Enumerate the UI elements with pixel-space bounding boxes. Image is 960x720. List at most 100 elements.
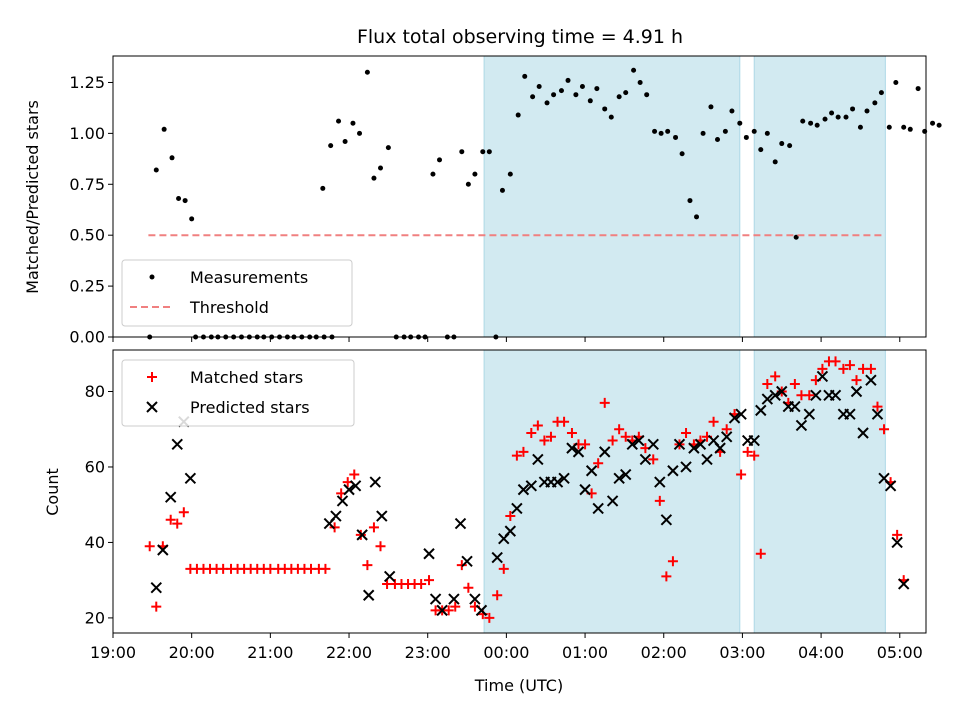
top-legend-box	[121, 259, 353, 327]
bottom-predicted-stars-point	[423, 548, 435, 560]
bottom-matched-stars-point	[708, 416, 719, 427]
top-measurements-point	[161, 126, 167, 132]
top-measurements-point	[665, 128, 671, 134]
bottom-predicted-stars-point	[647, 438, 659, 451]
top-measurements-point	[637, 79, 643, 85]
bottom-matched-stars-point	[172, 518, 183, 529]
top-measurements-point	[169, 155, 175, 161]
top-measurements-point	[779, 141, 785, 147]
bottom-predicted-stars-point	[789, 400, 801, 413]
bottom-matched-stars-point	[532, 420, 543, 431]
bottom-matched-stars-point	[518, 446, 529, 457]
bottom-matched-stars-point	[607, 435, 618, 446]
bottom-matched-stars-point	[736, 469, 747, 480]
bottom-predicted-stars-point	[755, 404, 767, 417]
bottom-predicted-stars-point	[585, 465, 598, 477]
bottom-matched-stars-point	[865, 363, 876, 374]
top-measurements-point	[594, 86, 600, 92]
bottom-predicted-stars-point	[694, 438, 707, 451]
bottom-predicted-stars-point	[599, 446, 611, 458]
bottom-predicted-stars-point	[891, 536, 903, 549]
bottom-predicted-stars-point	[850, 385, 863, 398]
bottom-panel: 20 40 60 80 19:00 20:00 21:00 22:00 23:00 00:00 01…	[85, 349, 927, 662]
x-tick-label: 20:00	[169, 643, 215, 662]
top-measurements-point	[328, 143, 334, 149]
bottom-predicted-stars-point	[844, 408, 856, 420]
top-measurements-point	[336, 118, 342, 124]
bottom-matched-stars-point	[620, 431, 631, 442]
bottom-predicted-stars-point	[336, 495, 349, 507]
bottom-matched-stars-point	[851, 375, 862, 386]
top-measurements-point	[189, 216, 195, 222]
top-measurements-point	[893, 79, 899, 85]
bottom-predicted-stars-point	[633, 434, 645, 447]
bottom-predicted-stars-point	[673, 438, 686, 451]
bottom-matched-stars-point	[614, 424, 625, 435]
top-measurements-point	[320, 185, 326, 191]
bottom-y-tick-label: 20	[85, 608, 105, 627]
bottom-y-axis-label: Count	[43, 468, 62, 516]
bottom-y-tick-label: 80	[85, 382, 105, 401]
bottom-matched-stars-point	[178, 507, 189, 518]
bottom-matched-stars-point	[362, 560, 373, 571]
bottom-predicted-stars-point	[769, 389, 781, 401]
bottom-predicted-stars-point	[592, 502, 604, 515]
top-measurements-point	[687, 198, 693, 204]
top-panel: 0.00 0.25 0.50 0.75 1.00 1.25 Measurements Thre…	[69, 55, 942, 347]
top-measurements-point	[182, 198, 188, 204]
top-measurements-point	[530, 94, 536, 100]
bottom-predicted-stars-point	[829, 389, 842, 401]
bottom-matched-stars-point	[566, 428, 577, 439]
top-measurements-point	[472, 171, 478, 177]
top-measurements-point	[378, 165, 384, 171]
top-measurements-point	[872, 100, 878, 106]
bottom-predicted-stars-point	[429, 593, 442, 605]
top-measurements-point	[658, 130, 664, 136]
bottom-predicted-stars-point	[369, 476, 381, 488]
top-measurements-point	[764, 130, 770, 136]
bottom-matched-stars-point	[450, 601, 461, 612]
bottom-matched-stars-point	[721, 424, 732, 435]
top-measurements-point	[385, 145, 391, 151]
bottom-predicted-stars-point	[735, 408, 747, 420]
bottom-predicted-stars-point	[720, 431, 733, 443]
top-measurements-point	[544, 100, 550, 106]
chart-title: Flux total observing time = 4.91 h	[357, 26, 683, 48]
bottom-legend: Matched stars Predicted stars	[121, 359, 355, 427]
top-measurements-point	[758, 147, 764, 153]
x-tick-label: 02:00	[641, 643, 687, 662]
top-measurements-point	[623, 90, 629, 96]
bottom-matched-stars-point	[498, 563, 509, 574]
bottom-predicted-stars-point	[761, 393, 774, 405]
bottom-y-tick-label: 40	[85, 533, 105, 552]
top-measurements-point	[829, 110, 835, 116]
top-measurements-point	[800, 118, 806, 124]
top-measurements-point	[573, 92, 579, 98]
top-measurements-point	[729, 108, 735, 114]
top-measurements-point	[644, 92, 650, 98]
bottom-matched-stars-point	[872, 401, 883, 412]
bottom-matched-stars-point	[817, 363, 828, 374]
bottom-predicted-stars-point	[748, 434, 760, 447]
bottom-predicted-stars-point	[517, 483, 530, 496]
bottom-predicted-stars-point	[504, 525, 517, 537]
top-measurements-point	[616, 94, 622, 100]
bottom-predicted-stars-point	[383, 570, 396, 583]
bottom-predicted-stars-point	[436, 604, 448, 617]
top-measurements-point	[558, 88, 564, 94]
bottom-matched-stars-point	[539, 435, 550, 446]
top-measurements-point	[536, 84, 542, 90]
top-y-tick-label: 1.25	[69, 73, 105, 92]
x-axis-label: Time (UTC)	[474, 676, 563, 695]
top-measurements-point	[715, 136, 721, 142]
bottom-predicted-stars-point	[469, 593, 481, 605]
bottom-predicted-stars-point	[816, 370, 829, 383]
top-measurements-point	[364, 69, 370, 75]
bottom-predicted-stars-point	[803, 408, 816, 420]
bottom-matched-stars-point	[804, 390, 815, 401]
bottom-matched-stars-point	[830, 356, 841, 367]
top-measurements-point	[631, 67, 637, 73]
top-y-tick-label: 0.25	[69, 277, 105, 296]
bottom-matched-stars-point	[144, 541, 155, 552]
top-measurements-point	[700, 130, 706, 136]
